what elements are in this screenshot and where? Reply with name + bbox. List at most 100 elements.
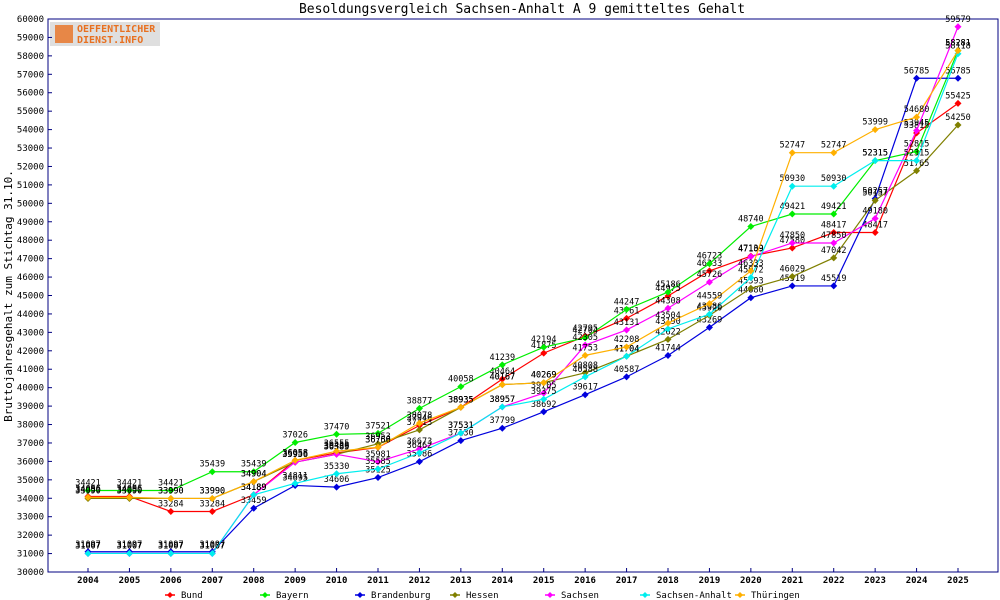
data-label: 35956 [282,450,308,460]
data-label: 40269 [531,371,557,381]
data-point [871,229,879,237]
data-point [664,319,672,327]
data-point [415,404,423,412]
x-tick-label: 2005 [119,576,141,586]
data-point [830,282,838,290]
data-label: 58281 [945,39,971,49]
x-tick-label: 2015 [533,576,555,586]
data-point [705,278,713,286]
data-label: 36953 [365,432,391,442]
data-label: 42194 [531,335,557,345]
data-point [84,487,92,495]
data-point [623,305,631,313]
data-label: 36555 [324,439,350,449]
y-tick-label: 31000 [17,550,44,560]
y-tick-label: 43000 [17,328,44,338]
data-point [415,449,423,457]
data-label: 36058 [282,448,308,458]
data-label: 31007 [158,541,184,551]
data-label: 47109 [738,245,764,255]
data-point [125,487,133,495]
data-label: 45519 [821,274,847,284]
data-label: 41239 [489,353,515,363]
data-label: 45186 [655,280,681,290]
data-label: 52747 [779,141,805,151]
data-label: 37470 [324,422,350,432]
data-point [581,373,589,381]
data-point [830,149,838,157]
y-tick-label: 33000 [17,513,44,523]
data-point [374,443,382,451]
y-tick-label: 59000 [17,33,44,43]
x-tick-label: 2010 [326,576,348,586]
data-label: 37531 [448,421,474,431]
data-label: 56785 [945,66,971,76]
data-label: 40058 [448,375,474,385]
data-point [415,426,423,434]
data-label: 45393 [738,276,764,286]
data-point [830,239,838,247]
data-point [954,47,962,55]
data-point [374,429,382,437]
data-point [250,504,258,512]
data-label: 36389 [324,442,350,452]
data-label: 34421 [158,479,184,489]
legend-label: Brandenburg [371,591,431,600]
y-tick-label: 47000 [17,255,44,265]
data-label: 42305 [572,333,598,343]
data-point [374,458,382,466]
data-point [498,381,506,389]
x-tick-label: 2024 [906,576,928,586]
data-point [540,379,548,387]
data-label: 33990 [199,486,225,496]
data-point [84,549,92,557]
data-label: 53945 [904,119,930,129]
data-point [374,465,382,473]
data-label: 38935 [448,395,474,405]
data-point [747,223,755,231]
data-label: 35330 [324,462,350,472]
data-label: 44559 [697,292,723,302]
data-point [747,294,755,302]
data-label: 50930 [821,174,847,184]
data-label: 50257 [862,187,888,197]
legend-marker [262,592,268,598]
data-label: 34189 [241,483,267,493]
y-tick-label: 46000 [17,273,44,283]
x-tick-label: 2016 [574,576,596,586]
data-label: 31007 [117,541,143,551]
data-point [871,214,879,222]
data-point [623,373,631,381]
x-tick-label: 2012 [409,576,431,586]
data-point [208,494,216,502]
legend-marker [737,592,743,598]
data-label: 38877 [407,396,433,406]
data-point [291,456,299,464]
series-line [88,50,959,500]
data-point [291,438,299,446]
data-point [788,210,796,218]
x-tick-label: 2009 [284,576,306,586]
data-label: 49180 [862,206,888,216]
y-tick-label: 57000 [17,70,44,80]
data-point [913,157,921,165]
legend-marker [357,592,363,598]
data-label: 38692 [531,400,557,410]
data-point [705,260,713,268]
data-label: 36058 [282,448,308,458]
data-point [954,23,962,31]
data-label: 31007 [199,541,225,551]
data-point [623,343,631,351]
data-point [954,99,962,107]
y-tick-label: 42000 [17,347,44,357]
data-label: 44308 [655,296,681,306]
data-point [415,419,423,427]
data-point [333,430,341,438]
data-label: 37531 [448,421,474,431]
data-point [208,468,216,476]
data-label: 59579 [945,15,971,25]
data-label: 46029 [779,265,805,275]
x-tick-label: 2014 [491,576,513,586]
data-label: 40167 [489,373,515,383]
data-point [747,284,755,292]
